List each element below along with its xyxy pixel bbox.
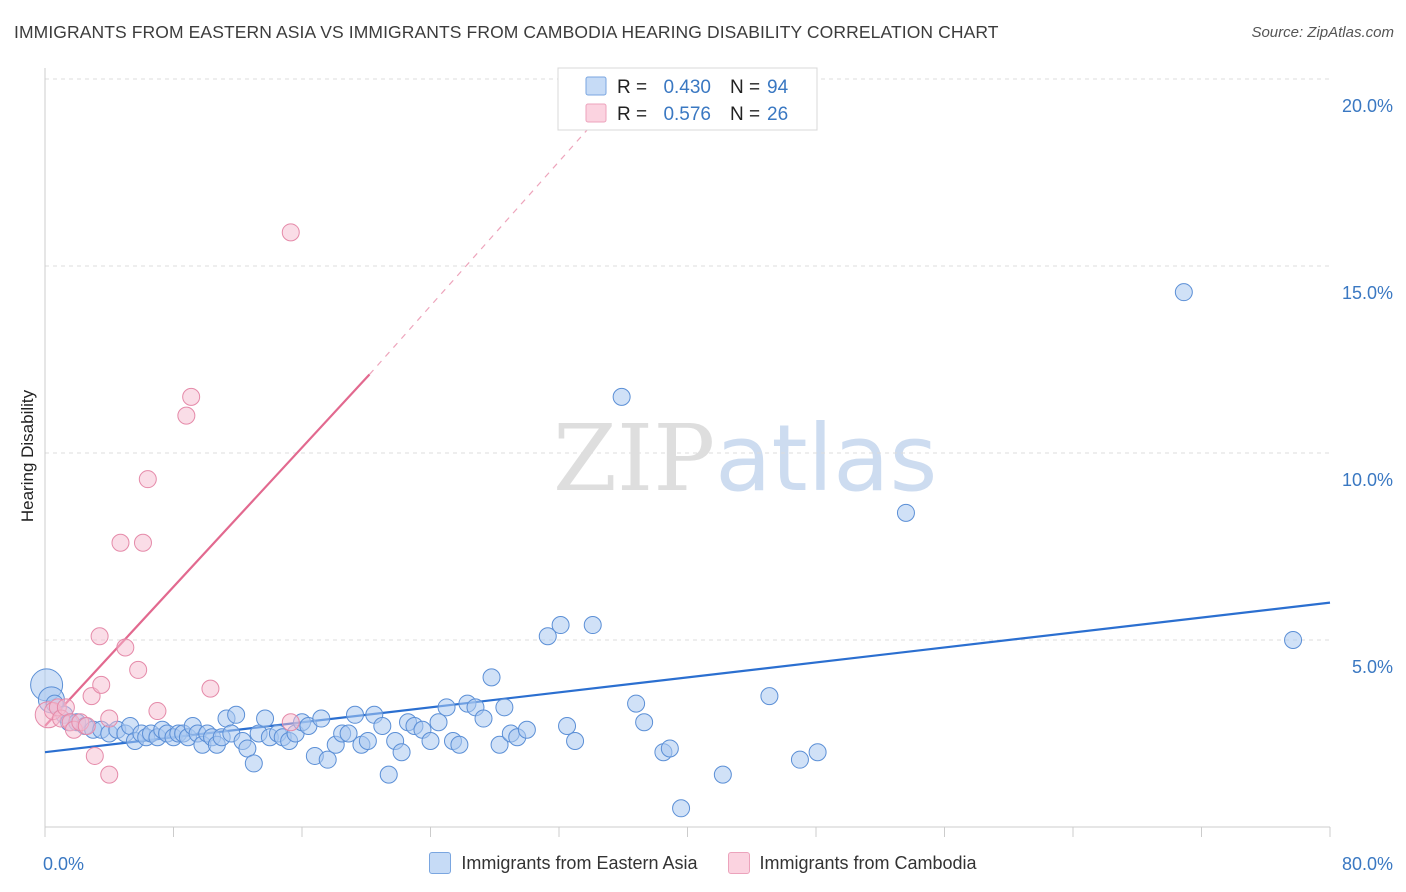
point-eastern-asia — [256, 709, 275, 728]
x-tick-label: 0.0% — [43, 854, 84, 874]
point-eastern-asia — [421, 731, 440, 750]
trend-lines — [44, 116, 1331, 754]
watermark-zip: ZIP — [553, 405, 716, 512]
point-cambodia — [77, 717, 96, 736]
point-eastern-asia — [1284, 631, 1303, 649]
point-eastern-asia — [896, 503, 915, 522]
point-eastern-asia — [373, 717, 392, 736]
y-tick-label: 20.0% — [1342, 96, 1393, 116]
chart-title: IMMIGRANTS FROM EASTERN ASIA VS IMMIGRAN… — [14, 22, 999, 42]
point-cambodia — [116, 638, 135, 657]
point-eastern-asia — [635, 713, 654, 732]
point-cambodia — [129, 660, 148, 679]
point-cambodia — [182, 387, 201, 406]
y-tick-label: 5.0% — [1352, 657, 1393, 677]
point-eastern-asia — [538, 627, 557, 646]
watermark: ZIPatlas — [553, 405, 938, 512]
point-eastern-asia — [672, 799, 691, 818]
point-eastern-asia — [244, 754, 263, 773]
point-eastern-asia — [583, 616, 602, 635]
point-eastern-asia — [392, 743, 411, 762]
point-eastern-asia — [379, 765, 398, 784]
point-eastern-asia — [238, 739, 257, 758]
legend-n-value: 94 — [767, 77, 789, 98]
trend-line-cambodia — [44, 373, 371, 727]
point-cambodia — [201, 679, 220, 698]
legend-label-cambodia: Immigrants from Cambodia — [759, 852, 977, 873]
point-eastern-asia — [660, 739, 679, 758]
legend-r-label: R = — [617, 77, 647, 98]
point-cambodia — [56, 698, 75, 717]
point-eastern-asia — [558, 717, 577, 736]
point-eastern-asia — [1174, 283, 1193, 302]
point-eastern-asia — [346, 705, 365, 724]
legend-item-eastern-asia: Immigrants from Eastern Asia — [429, 852, 698, 874]
point-eastern-asia — [437, 698, 456, 717]
legend-item-cambodia: Immigrants from Cambodia — [727, 852, 977, 874]
point-eastern-asia — [450, 735, 469, 754]
watermark-atlas: atlas — [715, 405, 938, 512]
point-eastern-asia — [790, 750, 809, 769]
point-eastern-asia — [482, 668, 501, 687]
point-eastern-asia — [474, 709, 493, 728]
point-eastern-asia — [551, 616, 570, 635]
point-cambodia — [281, 223, 300, 242]
x-tick-label: 80.0% — [1342, 854, 1393, 874]
point-eastern-asia — [760, 687, 779, 706]
y-tick-label: 15.0% — [1342, 283, 1393, 303]
point-cambodia — [133, 533, 152, 552]
point-cambodia — [92, 675, 111, 694]
point-cambodia — [281, 713, 300, 732]
source-label: Source: ZipAtlas.com — [1251, 24, 1394, 41]
legend-swatch — [585, 103, 607, 123]
legend-r-label: R = — [617, 104, 647, 125]
point-eastern-asia — [612, 387, 631, 406]
point-cambodia — [148, 702, 167, 721]
point-eastern-asia — [713, 765, 732, 784]
legend-n-label: N = — [730, 104, 760, 125]
grid-lines — [45, 78, 1330, 641]
point-eastern-asia — [358, 731, 377, 750]
tick-labels: 5.0% 10.0% 15.0% 20.0% 0.0% 80.0% — [43, 96, 1393, 874]
y-tick-label: 10.0% — [1342, 470, 1393, 490]
legend-swatch — [585, 76, 607, 96]
point-eastern-asia — [490, 735, 509, 754]
point-eastern-asia — [517, 720, 536, 739]
legend-n-label: N = — [730, 77, 760, 98]
point-eastern-asia — [429, 713, 448, 732]
point-cambodia — [177, 406, 196, 425]
point-eastern-asia — [566, 731, 585, 750]
legend-n-value: 26 — [767, 104, 788, 125]
point-eastern-asia — [312, 709, 331, 728]
point-cambodia — [100, 765, 119, 784]
point-cambodia — [111, 533, 130, 552]
correlation-legend: R = 0.430 N = 94 R = 0.576 N = 26 — [557, 67, 818, 131]
legend-swatch-pink — [727, 852, 750, 874]
point-eastern-asia — [627, 694, 646, 713]
point-eastern-asia — [495, 698, 514, 717]
trend-line-cambodia-extension — [369, 116, 600, 375]
point-eastern-asia — [808, 743, 827, 762]
legend-r-value: 0.430 — [663, 77, 711, 98]
series-legend: Immigrants from Eastern Asia Immigrants … — [0, 852, 1406, 874]
y-axis-label: Hearing Disability — [18, 389, 37, 522]
point-eastern-asia — [318, 750, 337, 769]
point-cambodia — [90, 627, 109, 646]
legend-label-eastern-asia: Immigrants from Eastern Asia — [461, 852, 698, 873]
point-cambodia — [100, 709, 119, 728]
legend-r-value: 0.576 — [663, 104, 711, 125]
point-eastern-asia — [227, 705, 246, 724]
point-cambodia — [85, 746, 104, 765]
point-cambodia — [138, 470, 157, 489]
point-eastern-asia — [339, 724, 358, 743]
legend-swatch-blue — [429, 852, 452, 874]
data-points — [30, 223, 1303, 818]
